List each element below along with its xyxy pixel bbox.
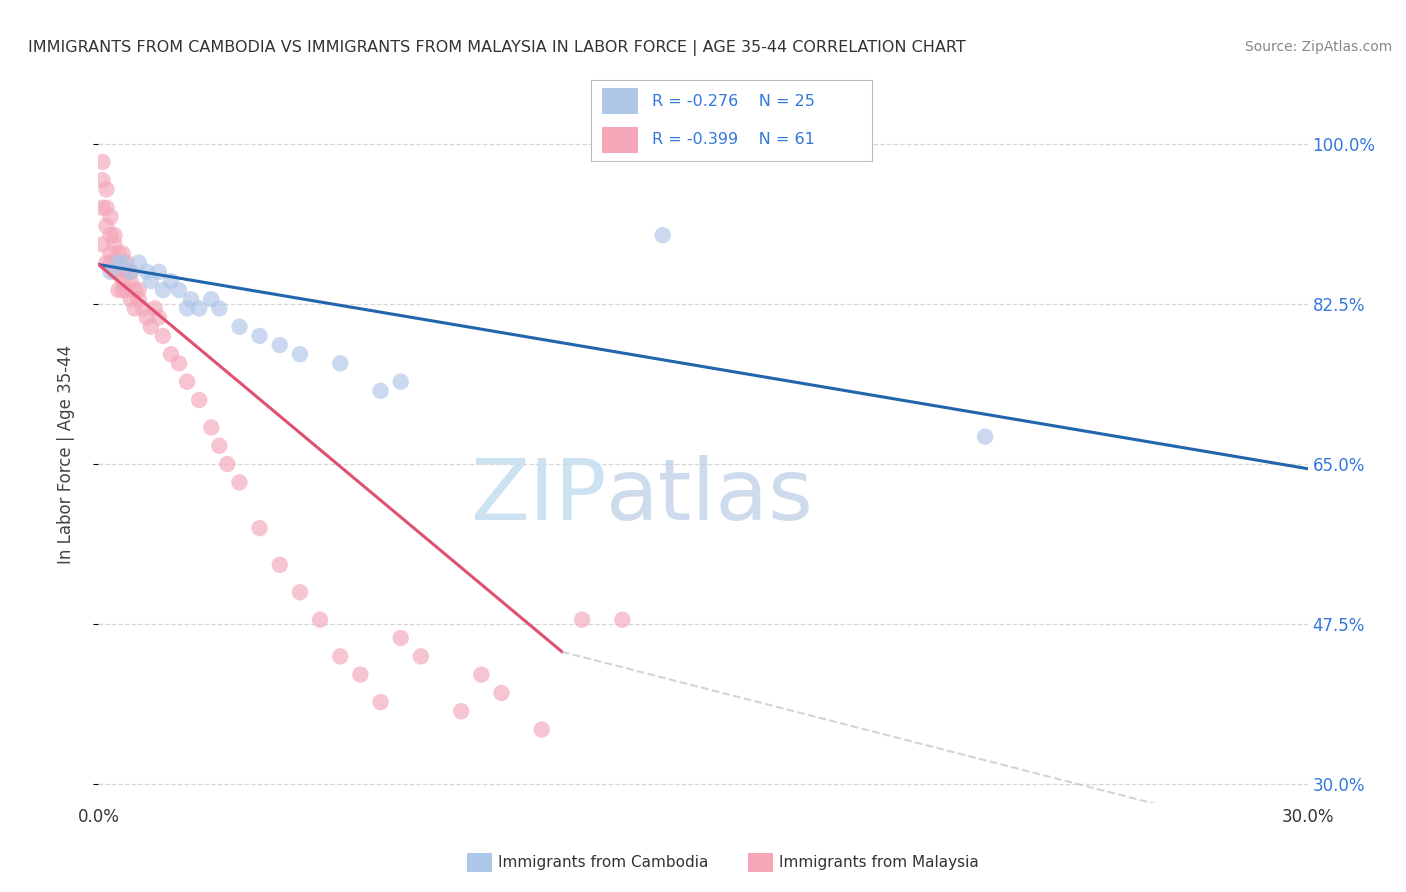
Point [107, 246, 129, 260]
Point [91, 201, 114, 215]
Point [152, 283, 174, 297]
Point [188, 392, 211, 407]
Text: R = -0.399    N = 61: R = -0.399 N = 61 [652, 132, 815, 147]
Text: Immigrants from Malaysia: Immigrants from Malaysia [779, 855, 979, 870]
Point [111, 246, 134, 260]
Point [288, 347, 311, 361]
Point [107, 283, 129, 297]
Point [96, 219, 118, 233]
Point [143, 301, 166, 316]
Point [160, 347, 183, 361]
Point [135, 265, 157, 279]
Point [180, 293, 202, 307]
Text: Immigrants from Cambodia: Immigrants from Cambodia [498, 855, 709, 870]
Point [100, 228, 122, 243]
Point [309, 613, 332, 627]
Point [370, 695, 392, 709]
Point [160, 274, 183, 288]
Point [139, 319, 162, 334]
Point [135, 310, 157, 325]
Point [974, 429, 997, 443]
Point [329, 356, 352, 370]
Point [200, 420, 222, 434]
Point [571, 613, 593, 627]
Point [176, 301, 198, 316]
Point [120, 265, 142, 279]
Point [96, 255, 118, 269]
Point [120, 293, 142, 307]
Point [651, 228, 673, 243]
Point [217, 457, 239, 471]
Point [188, 301, 211, 316]
Y-axis label: In Labor Force | Age 35-44: In Labor Force | Age 35-44 [56, 345, 75, 565]
Point [103, 228, 125, 243]
Point [100, 210, 122, 224]
Point [107, 255, 129, 269]
Text: atlas: atlas [606, 455, 814, 538]
Point [124, 301, 146, 316]
Point [115, 283, 138, 297]
Point [612, 613, 634, 627]
Point [96, 201, 118, 215]
Point [128, 283, 150, 297]
Point [176, 375, 198, 389]
Point [208, 439, 231, 453]
Point [120, 265, 142, 279]
Point [470, 667, 492, 681]
Point [132, 301, 155, 316]
Point [269, 338, 291, 352]
Point [115, 255, 138, 269]
Point [100, 255, 122, 269]
Point [389, 375, 412, 389]
Point [103, 237, 125, 252]
Point [200, 293, 222, 307]
Point [491, 686, 513, 700]
Point [139, 274, 162, 288]
Point [91, 173, 114, 187]
Point [370, 384, 392, 398]
Point [91, 155, 114, 169]
Point [128, 255, 150, 269]
Point [288, 585, 311, 599]
Point [249, 329, 271, 343]
Point [228, 319, 250, 334]
FancyBboxPatch shape [602, 127, 638, 153]
Point [530, 723, 553, 737]
Point [96, 182, 118, 196]
Point [450, 704, 472, 718]
Point [329, 649, 352, 664]
Point [228, 475, 250, 490]
Point [148, 310, 170, 325]
Point [107, 255, 129, 269]
Point [349, 667, 371, 681]
Point [269, 558, 291, 572]
Point [409, 649, 432, 664]
Text: R = -0.276    N = 25: R = -0.276 N = 25 [652, 94, 815, 109]
Point [249, 521, 271, 535]
Point [100, 246, 122, 260]
Point [389, 631, 412, 645]
Point [128, 293, 150, 307]
Point [167, 356, 190, 370]
Point [103, 265, 125, 279]
Text: IMMIGRANTS FROM CAMBODIA VS IMMIGRANTS FROM MALAYSIA IN LABOR FORCE | AGE 35-44 : IMMIGRANTS FROM CAMBODIA VS IMMIGRANTS F… [28, 40, 966, 56]
Point [120, 274, 142, 288]
Point [91, 237, 114, 252]
Point [124, 283, 146, 297]
Point [107, 265, 129, 279]
Point [115, 265, 138, 279]
Point [111, 255, 134, 269]
Point [148, 265, 170, 279]
FancyBboxPatch shape [602, 88, 638, 114]
Point [208, 301, 231, 316]
Text: ZIP: ZIP [470, 455, 606, 538]
Point [167, 283, 190, 297]
Point [111, 283, 134, 297]
Text: Source: ZipAtlas.com: Source: ZipAtlas.com [1244, 40, 1392, 54]
Point [111, 274, 134, 288]
Point [152, 329, 174, 343]
Point [100, 265, 122, 279]
